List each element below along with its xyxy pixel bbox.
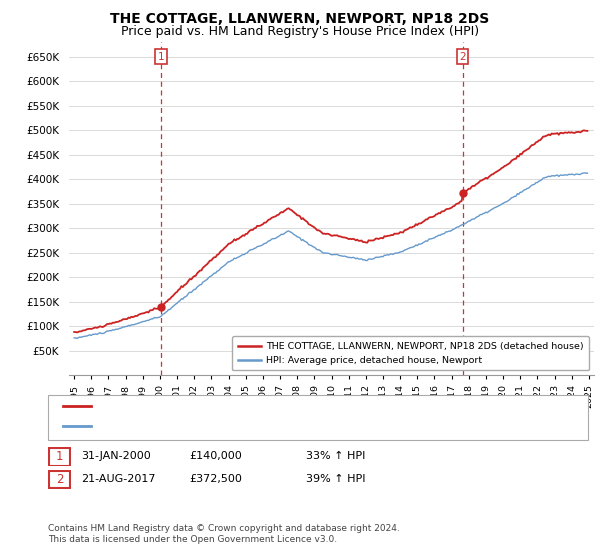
Text: THE COTTAGE, LLANWERN, NEWPORT, NP18 2DS: THE COTTAGE, LLANWERN, NEWPORT, NP18 2DS	[110, 12, 490, 26]
Text: 2: 2	[56, 473, 63, 486]
Text: Contains HM Land Registry data © Crown copyright and database right 2024.
This d: Contains HM Land Registry data © Crown c…	[48, 524, 400, 544]
Text: £372,500: £372,500	[189, 474, 242, 484]
Text: 33% ↑ HPI: 33% ↑ HPI	[306, 451, 365, 461]
Text: 2: 2	[459, 52, 466, 62]
Text: 1: 1	[56, 450, 63, 464]
Text: 1: 1	[158, 52, 164, 62]
Text: HPI: Average price, detached house, Newport: HPI: Average price, detached house, Newp…	[97, 421, 319, 431]
Text: 31-JAN-2000: 31-JAN-2000	[81, 451, 151, 461]
Text: 39% ↑ HPI: 39% ↑ HPI	[306, 474, 365, 484]
Text: Price paid vs. HM Land Registry's House Price Index (HPI): Price paid vs. HM Land Registry's House …	[121, 25, 479, 38]
FancyBboxPatch shape	[49, 449, 70, 465]
Legend: THE COTTAGE, LLANWERN, NEWPORT, NP18 2DS (detached house), HPI: Average price, d: THE COTTAGE, LLANWERN, NEWPORT, NP18 2DS…	[232, 337, 589, 371]
FancyBboxPatch shape	[49, 471, 70, 488]
Text: THE COTTAGE, LLANWERN, NEWPORT, NP18 2DS (detached house): THE COTTAGE, LLANWERN, NEWPORT, NP18 2DS…	[97, 401, 426, 411]
Text: £140,000: £140,000	[189, 451, 242, 461]
Text: 21-AUG-2017: 21-AUG-2017	[81, 474, 155, 484]
